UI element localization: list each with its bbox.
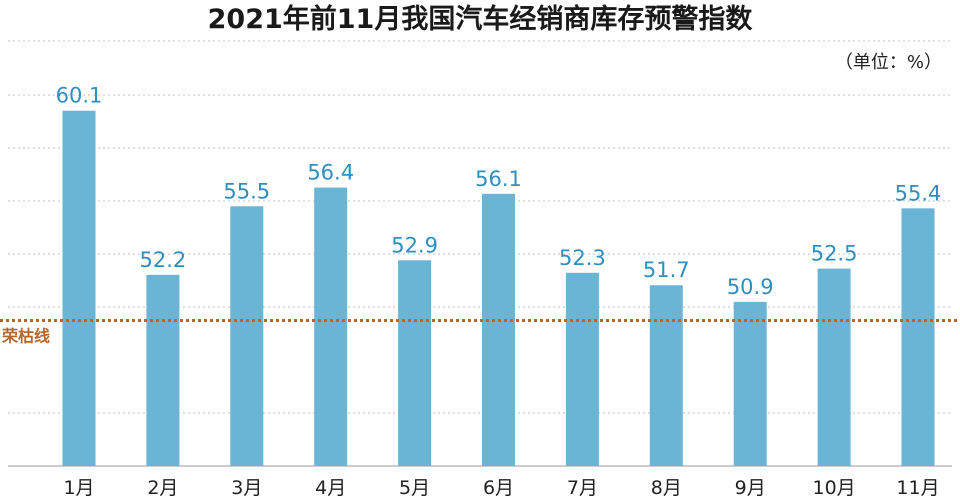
x-tick-label-2: 2月 (147, 477, 178, 499)
reference-line-label: 荣枯线 (1, 327, 50, 346)
bars (62, 110, 935, 467)
value-label-8: 51.7 (643, 258, 690, 282)
bar-9 (733, 301, 767, 466)
value-label-9: 50.9 (727, 275, 774, 299)
bar-6 (482, 193, 515, 467)
x-tick-label-6: 6月 (483, 477, 514, 499)
value-label-4: 56.4 (307, 161, 354, 185)
x-tick-label-4: 4月 (315, 477, 346, 499)
bar-2 (146, 274, 180, 466)
bar-3 (230, 206, 264, 466)
bar-10 (817, 268, 851, 466)
x-tick-label-5: 5月 (399, 477, 430, 499)
x-tick-label-7: 7月 (567, 477, 598, 499)
value-labels: 60.1 52.2 55.5 56.4 52.9 56.1 52.3 51.7 50.9 52.5… (56, 84, 942, 299)
unit-label: （单位：%） (835, 52, 942, 73)
value-label-10: 52.5 (811, 242, 858, 266)
x-tick-label-8: 8月 (651, 477, 682, 499)
value-label-7: 52.3 (559, 246, 606, 270)
bar-7 (565, 272, 599, 466)
bar-5 (398, 260, 432, 466)
value-label-3: 55.5 (223, 179, 270, 203)
bar-11 (901, 208, 935, 466)
x-tick-label-10: 10月 (813, 477, 856, 499)
value-label-6: 56.1 (475, 167, 522, 191)
grid-lines (8, 40, 952, 414)
bar-8 (649, 285, 683, 466)
x-tick-label-1: 1月 (63, 477, 94, 499)
x-tick-labels: 1月 2月 3月 4月 5月 6月 7月 8月 9月 10月 11月 (63, 477, 939, 499)
x-tick-label-11: 11月 (896, 477, 939, 499)
value-label-1: 60.1 (56, 84, 103, 108)
value-label-5: 52.9 (391, 233, 438, 257)
bar-4 (314, 187, 348, 467)
chart-title: 2021年前11月我国汽车经销商库存预警指数 (208, 3, 754, 35)
value-label-11: 55.4 (895, 181, 942, 205)
x-tick-label-3: 3月 (231, 477, 262, 499)
x-tick-label-9: 9月 (735, 477, 766, 499)
value-label-2: 52.2 (140, 248, 187, 272)
bar-1 (62, 110, 96, 466)
